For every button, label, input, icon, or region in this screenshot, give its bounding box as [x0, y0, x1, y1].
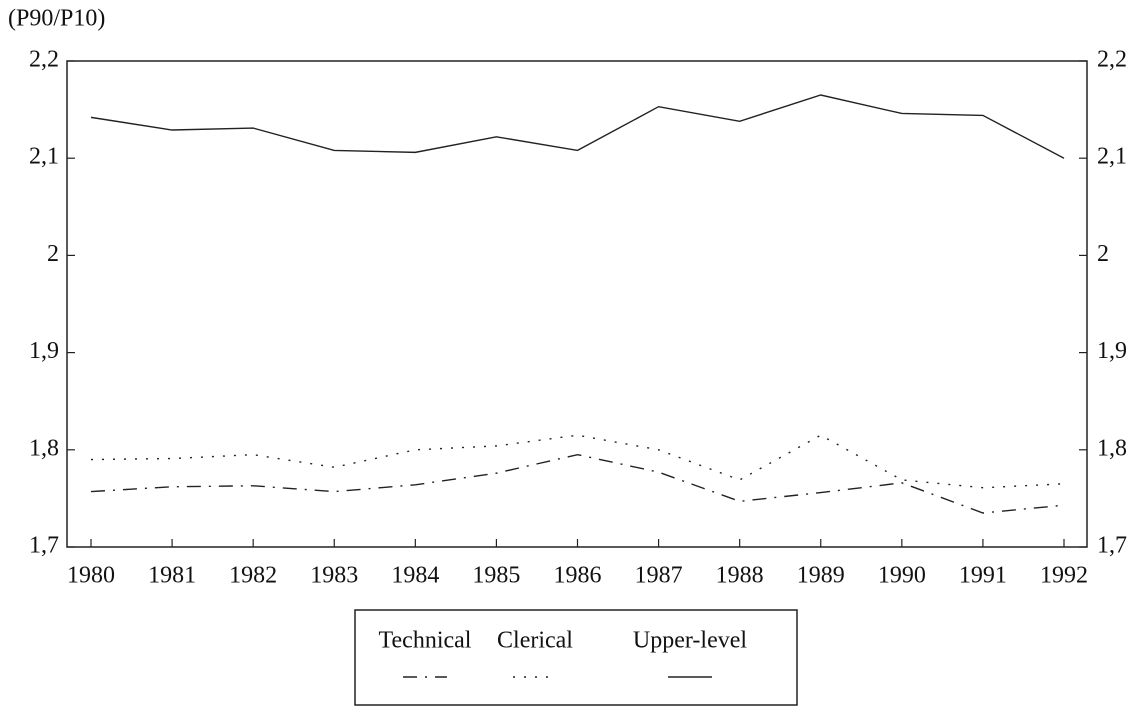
legend-label: Technical [379, 628, 472, 654]
y2-tick-label: 2,1 [1097, 144, 1127, 170]
x-tick-label: 1984 [391, 563, 439, 589]
x-tick-label: 1990 [878, 563, 926, 589]
x-tick-label: 1992 [1040, 563, 1088, 589]
x-tick-label: 1991 [959, 563, 1007, 589]
y2-tick-label: 2 [1097, 241, 1109, 267]
plot-frame [66, 60, 1088, 548]
y-axis-label: (P90/P10) [8, 6, 105, 32]
data-line [90, 434, 1065, 489]
x-tick-label: 1987 [635, 563, 683, 589]
y-tick-label: 1,9 [29, 338, 59, 364]
y2-tick-label: 1,8 [1097, 435, 1127, 461]
y-tick-label: 2 [47, 241, 59, 267]
legend-label: Upper-level [633, 628, 747, 654]
data-line [90, 453, 1065, 514]
x-tick-label: 1981 [148, 563, 196, 589]
x-tick-label: 1985 [472, 563, 520, 589]
x-tick-label: 1986 [554, 563, 602, 589]
y-tick-label: 2,1 [29, 144, 59, 170]
y-tick-label: 1,8 [29, 435, 59, 461]
data-line [90, 94, 1065, 159]
y2-tick-label: 2,2 [1097, 47, 1127, 73]
y2-tick-label: 1,7 [1097, 533, 1127, 559]
legend-box [354, 609, 798, 706]
y2-tick-label: 1,9 [1097, 338, 1127, 364]
x-tick-label: 1982 [229, 563, 277, 589]
x-tick-label: 1989 [797, 563, 845, 589]
x-tick-label: 1980 [67, 563, 115, 589]
y-tick-label: 2,2 [29, 47, 59, 73]
x-tick-label: 1988 [716, 563, 764, 589]
y-tick-label: 1,7 [29, 533, 59, 559]
legend-label: Clerical [497, 628, 573, 654]
x-tick-label: 1983 [310, 563, 358, 589]
